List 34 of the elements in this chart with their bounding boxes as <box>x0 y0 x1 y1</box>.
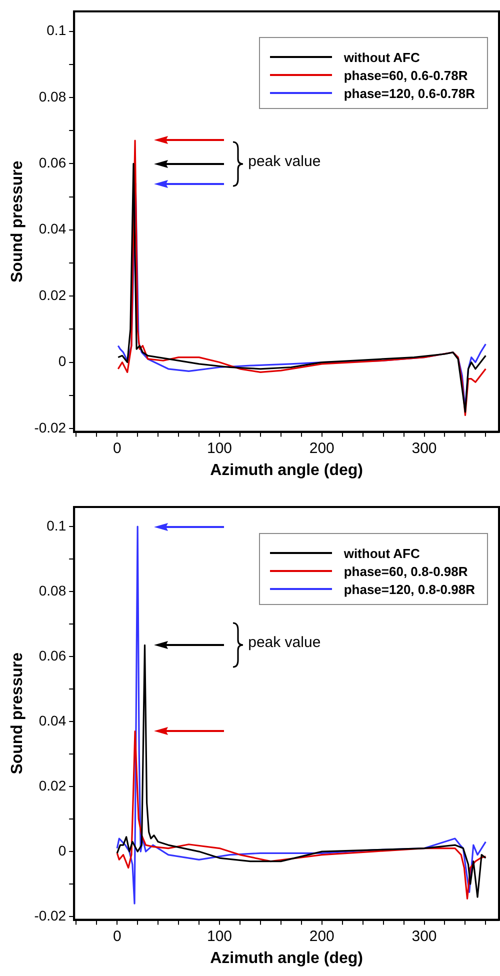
x-tick-label: 0 <box>112 928 122 945</box>
y-axis-title: Sound pressure <box>9 652 26 774</box>
x-tick-label: 200 <box>309 928 334 945</box>
legend-label: phase=120, 0.6-0.78R <box>344 86 475 101</box>
legend-label: without AFC <box>344 546 420 560</box>
legend-label: phase=60, 0.6-0.78R <box>344 68 468 83</box>
y-tick-label: 0 <box>58 842 66 858</box>
x-tick-label: 300 <box>412 440 437 457</box>
y-tick-label: 0.02 <box>38 286 66 303</box>
y-tick-label: 0.1 <box>46 517 66 534</box>
legend-label: phase=120, 0.8-0.98R <box>344 582 475 596</box>
y-tick-label: 0.08 <box>38 582 66 598</box>
x-tick-label: 100 <box>206 928 232 945</box>
y-tick-label: -0.02 <box>34 419 66 436</box>
x-tick-label: 0 <box>112 440 122 457</box>
x-axis-title: Azimuth angle (deg) <box>210 462 363 479</box>
x-tick-label: 100 <box>206 440 232 457</box>
y-tick-label: 0 <box>58 353 66 370</box>
y-tick-label: 0.1 <box>46 22 66 38</box>
y-tick-label: 0.06 <box>38 154 66 171</box>
annotation: peak value <box>248 152 321 170</box>
x-axis-title: Azimuth angle (deg) <box>210 950 363 967</box>
y-tick-label: 0.04 <box>38 712 66 728</box>
y-tick-label: 0.02 <box>38 777 66 794</box>
legend-label: without AFC <box>344 50 420 65</box>
annotation: peak value <box>248 634 321 652</box>
y-tick-label: -0.02 <box>34 907 66 924</box>
y-axis-title: Sound pressure <box>9 160 26 283</box>
y-tick-label: 0.04 <box>38 220 66 237</box>
y-tick-label: 0.06 <box>38 647 66 664</box>
legend-label: phase=60, 0.8-0.98R <box>344 564 468 578</box>
y-tick-label: 0.08 <box>38 88 66 104</box>
x-tick-label: 200 <box>309 440 334 457</box>
x-tick-label: 300 <box>412 928 437 945</box>
